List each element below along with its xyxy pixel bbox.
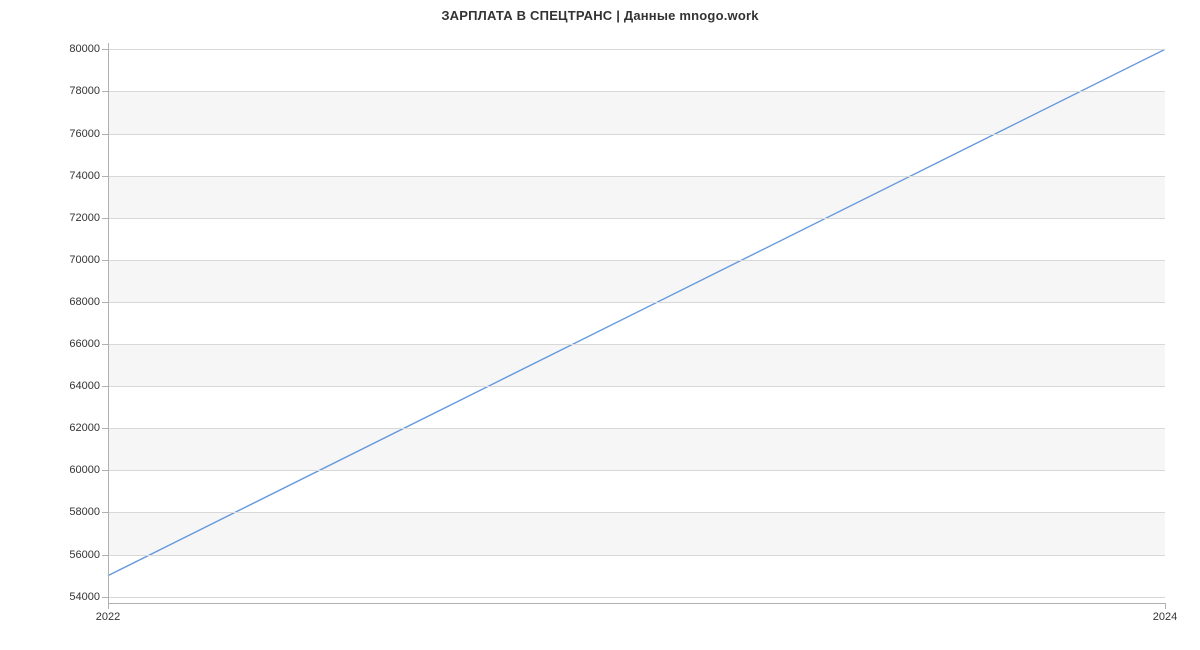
y-tick-label: 72000 — [69, 212, 100, 224]
y-tick-label: 58000 — [69, 506, 100, 518]
y-tick-label: 64000 — [69, 380, 100, 392]
y-tick-label: 80000 — [69, 43, 100, 55]
y-tick-label: 68000 — [69, 296, 100, 308]
y-gridline — [108, 597, 1165, 598]
y-gridline — [108, 302, 1165, 303]
x-axis-line — [108, 603, 1165, 604]
y-gridline — [108, 555, 1165, 556]
y-gridline — [108, 512, 1165, 513]
y-gridline — [108, 49, 1165, 50]
x-tick-label: 2024 — [1153, 611, 1177, 623]
y-tick-label: 76000 — [69, 128, 100, 140]
series-line — [108, 49, 1165, 575]
y-tick-label: 70000 — [69, 254, 100, 266]
y-gridline — [108, 386, 1165, 387]
y-gridline — [108, 260, 1165, 261]
chart-container: ЗАРПЛАТА В СПЕЦТРАНС | Данные mnogo.work… — [0, 0, 1200, 650]
y-gridline — [108, 470, 1165, 471]
y-tick-label: 62000 — [69, 422, 100, 434]
y-tick-label: 74000 — [69, 170, 100, 182]
plot-area: 5400056000580006000062000640006600068000… — [108, 43, 1165, 603]
chart-title: ЗАРПЛАТА В СПЕЦТРАНС | Данные mnogo.work — [0, 8, 1200, 23]
y-tick-label: 78000 — [69, 85, 100, 97]
y-gridline — [108, 218, 1165, 219]
x-tick-mark — [1165, 603, 1166, 609]
y-gridline — [108, 134, 1165, 135]
y-tick-label: 54000 — [69, 591, 100, 603]
y-tick-label: 66000 — [69, 338, 100, 350]
y-gridline — [108, 91, 1165, 92]
y-tick-label: 60000 — [69, 464, 100, 476]
y-gridline — [108, 344, 1165, 345]
y-tick-label: 56000 — [69, 549, 100, 561]
y-gridline — [108, 176, 1165, 177]
y-gridline — [108, 428, 1165, 429]
y-axis-line — [108, 43, 109, 603]
x-tick-label: 2022 — [96, 611, 120, 623]
line-layer — [108, 43, 1165, 603]
